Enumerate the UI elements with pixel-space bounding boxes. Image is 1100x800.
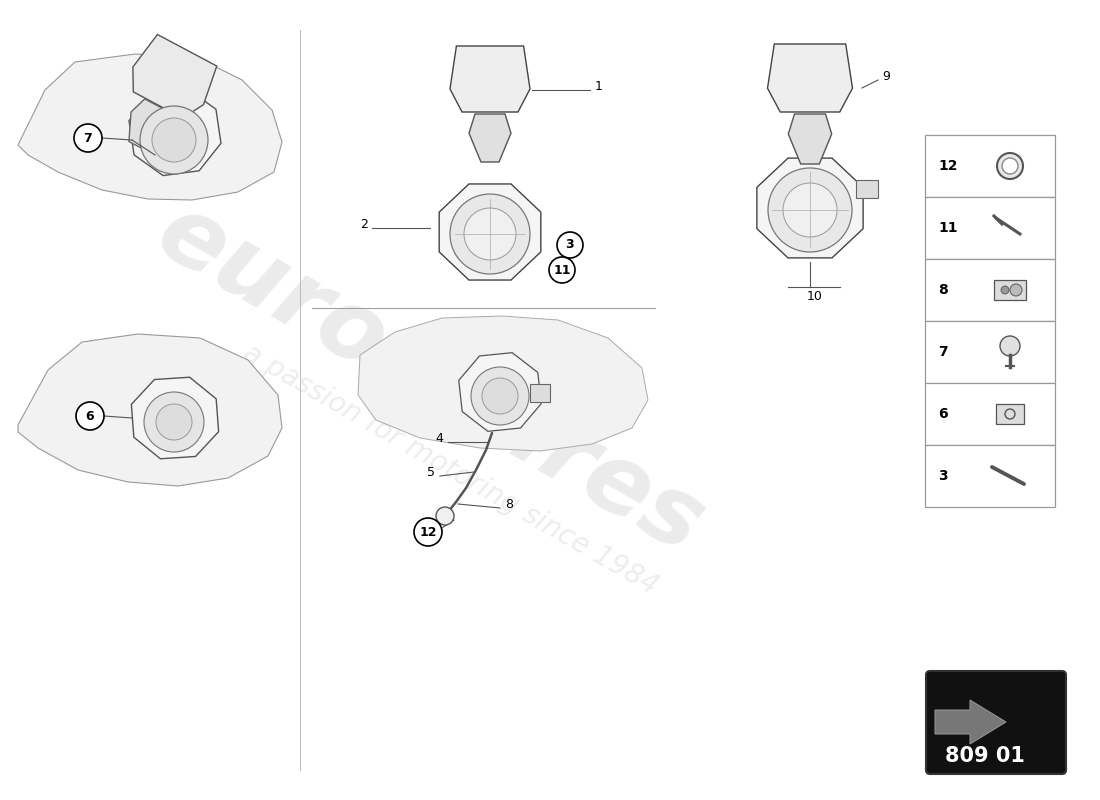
Circle shape (464, 208, 516, 260)
Text: 809 01: 809 01 (945, 746, 1025, 766)
Text: 4: 4 (436, 433, 443, 446)
Text: a passion for motoring since 1984: a passion for motoring since 1984 (238, 339, 662, 601)
Polygon shape (469, 114, 512, 162)
Text: 10: 10 (807, 290, 823, 303)
Text: 12: 12 (419, 526, 437, 538)
Circle shape (549, 257, 575, 283)
Circle shape (152, 118, 196, 162)
FancyBboxPatch shape (925, 321, 1055, 383)
Circle shape (140, 106, 208, 174)
Text: 6: 6 (938, 407, 947, 421)
Polygon shape (789, 114, 832, 164)
Circle shape (156, 404, 192, 440)
Text: 7: 7 (938, 345, 947, 359)
Text: 11: 11 (938, 221, 957, 235)
Polygon shape (129, 99, 172, 150)
Text: 6: 6 (86, 410, 95, 422)
Polygon shape (133, 34, 217, 118)
Circle shape (1010, 284, 1022, 296)
FancyBboxPatch shape (925, 135, 1055, 197)
Bar (994, 280, 1026, 300)
Polygon shape (131, 378, 219, 458)
Circle shape (997, 153, 1023, 179)
Text: 7: 7 (84, 131, 92, 145)
Text: 11: 11 (553, 263, 571, 277)
Circle shape (1001, 286, 1009, 294)
Circle shape (768, 168, 852, 252)
Circle shape (482, 378, 518, 414)
Text: 3: 3 (938, 469, 947, 483)
Polygon shape (757, 158, 864, 258)
Bar (530, 384, 550, 402)
Text: eurospares: eurospares (141, 186, 719, 574)
Polygon shape (439, 184, 541, 280)
FancyBboxPatch shape (925, 259, 1055, 321)
Polygon shape (358, 316, 648, 451)
Polygon shape (935, 700, 1006, 744)
Polygon shape (129, 89, 221, 175)
Text: 9: 9 (882, 70, 890, 82)
FancyBboxPatch shape (925, 383, 1055, 445)
Circle shape (450, 194, 530, 274)
Polygon shape (459, 353, 541, 431)
Circle shape (144, 392, 204, 452)
Text: 1: 1 (595, 81, 603, 94)
Circle shape (557, 232, 583, 258)
FancyBboxPatch shape (925, 197, 1055, 259)
Text: 2: 2 (360, 218, 368, 231)
Circle shape (783, 183, 837, 237)
Circle shape (471, 367, 529, 425)
Circle shape (436, 507, 454, 525)
Text: 3: 3 (565, 238, 574, 251)
Text: 12: 12 (938, 159, 957, 173)
Polygon shape (450, 46, 530, 112)
Circle shape (1000, 336, 1020, 356)
Circle shape (76, 402, 104, 430)
Circle shape (74, 124, 102, 152)
Polygon shape (768, 44, 852, 112)
Text: 8: 8 (505, 498, 513, 511)
Circle shape (414, 518, 442, 546)
FancyBboxPatch shape (925, 445, 1055, 507)
Polygon shape (18, 334, 282, 486)
Bar (996, 404, 1024, 424)
FancyBboxPatch shape (926, 671, 1066, 774)
Circle shape (1002, 158, 1018, 174)
Polygon shape (18, 54, 282, 200)
Text: 5: 5 (427, 466, 434, 479)
Text: 8: 8 (938, 283, 948, 297)
Bar (856, 180, 878, 198)
